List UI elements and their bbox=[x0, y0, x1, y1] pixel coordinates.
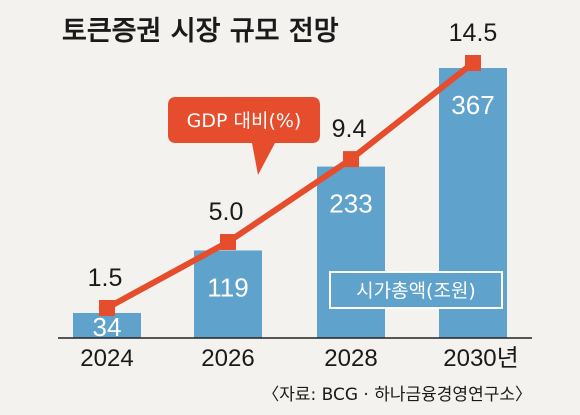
line-series bbox=[99, 55, 481, 316]
line-value-label-3: 14.5 bbox=[449, 19, 498, 47]
bar-value-label-0: 34 bbox=[93, 312, 122, 342]
bar-legend: 시가총액(조원) bbox=[329, 271, 503, 309]
line-value-labels: 1.5 5.0 9.4 14.5 bbox=[88, 19, 498, 292]
x-tick-labels: 2024 2026 2028 2030년 bbox=[80, 345, 518, 372]
line-value-label-0: 1.5 bbox=[88, 264, 123, 292]
x-tick-label-1: 2026 bbox=[201, 345, 254, 372]
line-marker-2 bbox=[343, 151, 359, 168]
chart-title: 토큰증권 시장 규모 전망 bbox=[62, 16, 339, 47]
line-value-label-2: 9.4 bbox=[332, 115, 367, 143]
bar-value-labels: 34 119 233 367 bbox=[93, 90, 495, 342]
x-tick-label-2: 2028 bbox=[324, 345, 377, 372]
source-note: 〈자료: BCG · 하나금융경영연구소〉 bbox=[262, 385, 532, 405]
bar-1 bbox=[194, 250, 262, 338]
line-marker-1 bbox=[220, 234, 236, 251]
line-marker-0 bbox=[99, 300, 115, 316]
bar-value-label-2: 233 bbox=[329, 189, 372, 219]
bar-legend-box bbox=[329, 271, 503, 309]
line-legend-callout: GDP 대비(%) bbox=[168, 97, 320, 175]
x-tick-label-0: 2024 bbox=[80, 345, 133, 372]
line-value-label-1: 5.0 bbox=[209, 198, 244, 226]
bar-value-label-1: 119 bbox=[207, 272, 248, 302]
bar-legend-label: 시가총액(조원) bbox=[356, 280, 476, 302]
line-legend-label: GDP 대비(%) bbox=[187, 110, 302, 132]
x-tick-label-3: 2030년 bbox=[443, 345, 518, 372]
line-marker-3 bbox=[465, 55, 481, 71]
bar-value-label-3: 367 bbox=[451, 90, 494, 120]
callout-box bbox=[168, 97, 320, 175]
line-path bbox=[105, 60, 475, 311]
bar-2 bbox=[317, 166, 385, 338]
bar-0 bbox=[73, 312, 141, 338]
